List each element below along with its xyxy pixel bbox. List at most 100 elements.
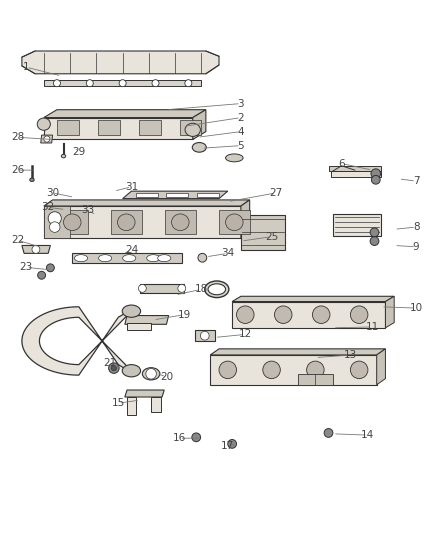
Ellipse shape bbox=[237, 306, 254, 324]
Text: 34: 34 bbox=[221, 248, 234, 259]
Ellipse shape bbox=[307, 361, 324, 378]
Polygon shape bbox=[241, 200, 250, 238]
Ellipse shape bbox=[147, 255, 160, 262]
Polygon shape bbox=[241, 215, 285, 250]
Text: 17: 17 bbox=[221, 441, 234, 451]
Circle shape bbox=[32, 246, 40, 253]
Text: 6: 6 bbox=[338, 159, 345, 168]
Circle shape bbox=[228, 440, 237, 448]
Circle shape bbox=[324, 429, 333, 437]
Polygon shape bbox=[44, 110, 206, 118]
Text: 4: 4 bbox=[237, 127, 244, 136]
Circle shape bbox=[111, 366, 117, 371]
Circle shape bbox=[185, 80, 192, 87]
Text: 5: 5 bbox=[237, 141, 244, 151]
Polygon shape bbox=[139, 120, 161, 135]
Ellipse shape bbox=[350, 306, 368, 324]
Circle shape bbox=[48, 212, 61, 225]
Text: 29: 29 bbox=[72, 147, 85, 157]
Text: 25: 25 bbox=[265, 232, 278, 242]
Ellipse shape bbox=[117, 214, 135, 231]
Polygon shape bbox=[125, 316, 169, 324]
Polygon shape bbox=[22, 307, 136, 375]
Polygon shape bbox=[57, 120, 79, 135]
Ellipse shape bbox=[142, 368, 160, 380]
Polygon shape bbox=[180, 120, 201, 135]
Polygon shape bbox=[72, 253, 182, 263]
Ellipse shape bbox=[219, 361, 237, 378]
Circle shape bbox=[370, 237, 379, 246]
Text: 15: 15 bbox=[112, 398, 125, 408]
Circle shape bbox=[46, 264, 54, 272]
Text: 9: 9 bbox=[413, 242, 420, 252]
Polygon shape bbox=[210, 349, 385, 355]
Ellipse shape bbox=[275, 306, 292, 324]
Circle shape bbox=[198, 253, 207, 262]
Circle shape bbox=[192, 433, 201, 442]
Polygon shape bbox=[385, 296, 394, 328]
Polygon shape bbox=[166, 193, 188, 197]
Text: 1: 1 bbox=[23, 62, 30, 72]
Ellipse shape bbox=[74, 255, 88, 262]
Polygon shape bbox=[123, 191, 228, 199]
Text: 19: 19 bbox=[177, 310, 191, 320]
Polygon shape bbox=[136, 193, 158, 197]
Text: 24: 24 bbox=[125, 245, 138, 255]
Ellipse shape bbox=[208, 284, 226, 295]
Polygon shape bbox=[44, 118, 193, 140]
Ellipse shape bbox=[192, 142, 206, 152]
Ellipse shape bbox=[226, 214, 243, 231]
Polygon shape bbox=[197, 193, 219, 197]
Polygon shape bbox=[232, 296, 394, 302]
Circle shape bbox=[119, 80, 126, 87]
Ellipse shape bbox=[122, 305, 141, 317]
Circle shape bbox=[44, 136, 50, 142]
Ellipse shape bbox=[350, 361, 368, 378]
Polygon shape bbox=[127, 324, 151, 330]
Text: 28: 28 bbox=[11, 132, 24, 142]
Polygon shape bbox=[333, 214, 381, 236]
Circle shape bbox=[178, 285, 186, 292]
Polygon shape bbox=[98, 120, 120, 135]
Circle shape bbox=[201, 332, 209, 340]
Polygon shape bbox=[57, 211, 88, 233]
Circle shape bbox=[146, 368, 156, 379]
Polygon shape bbox=[111, 211, 141, 233]
Text: 18: 18 bbox=[195, 284, 208, 294]
Ellipse shape bbox=[122, 365, 141, 377]
Ellipse shape bbox=[64, 214, 81, 231]
Polygon shape bbox=[22, 51, 219, 74]
Text: 11: 11 bbox=[366, 322, 379, 332]
Ellipse shape bbox=[99, 255, 112, 262]
Text: 13: 13 bbox=[344, 350, 357, 360]
Polygon shape bbox=[44, 206, 70, 238]
Text: 23: 23 bbox=[20, 262, 33, 272]
Polygon shape bbox=[22, 246, 50, 253]
Ellipse shape bbox=[172, 214, 189, 231]
Text: 26: 26 bbox=[11, 165, 24, 175]
Text: 33: 33 bbox=[81, 205, 94, 215]
Circle shape bbox=[371, 175, 380, 184]
Ellipse shape bbox=[205, 281, 229, 297]
Circle shape bbox=[138, 285, 146, 292]
Circle shape bbox=[53, 80, 60, 87]
Text: 32: 32 bbox=[42, 203, 55, 212]
Circle shape bbox=[86, 80, 93, 87]
Text: 7: 7 bbox=[413, 176, 420, 186]
Ellipse shape bbox=[185, 123, 200, 136]
Circle shape bbox=[49, 222, 60, 232]
Polygon shape bbox=[377, 349, 385, 385]
Polygon shape bbox=[219, 211, 250, 233]
Polygon shape bbox=[151, 397, 161, 412]
Text: 3: 3 bbox=[237, 99, 244, 109]
Ellipse shape bbox=[226, 154, 243, 162]
Polygon shape bbox=[328, 166, 381, 171]
Text: 14: 14 bbox=[361, 430, 374, 440]
Polygon shape bbox=[193, 110, 206, 140]
Ellipse shape bbox=[158, 255, 171, 262]
Polygon shape bbox=[127, 397, 136, 415]
Text: 20: 20 bbox=[160, 372, 173, 382]
Polygon shape bbox=[44, 80, 201, 86]
Ellipse shape bbox=[30, 178, 34, 182]
Circle shape bbox=[371, 169, 381, 179]
